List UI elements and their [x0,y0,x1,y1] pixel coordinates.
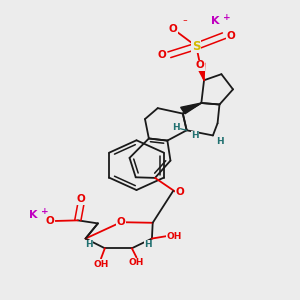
Text: O: O [76,194,85,204]
Text: +: + [223,13,230,22]
Text: +: + [41,207,48,216]
Text: S: S [192,40,201,53]
Text: H: H [172,123,180,132]
Polygon shape [196,63,205,80]
Polygon shape [181,103,201,114]
Text: H: H [144,240,152,249]
Text: H: H [85,240,92,249]
Text: OH: OH [167,232,182,241]
Text: O: O [117,217,125,227]
Text: O: O [175,187,184,196]
Text: K: K [211,16,219,26]
Text: K: K [29,210,37,220]
Text: O: O [169,24,178,34]
Text: O: O [158,50,167,60]
Text: O: O [227,31,236,41]
Text: ⁻: ⁻ [182,18,187,27]
Text: OH: OH [93,260,109,268]
Text: O: O [45,216,54,226]
Text: O: O [196,60,205,70]
Text: H: H [191,131,199,140]
Text: OH: OH [129,258,144,267]
Text: H: H [216,137,223,146]
